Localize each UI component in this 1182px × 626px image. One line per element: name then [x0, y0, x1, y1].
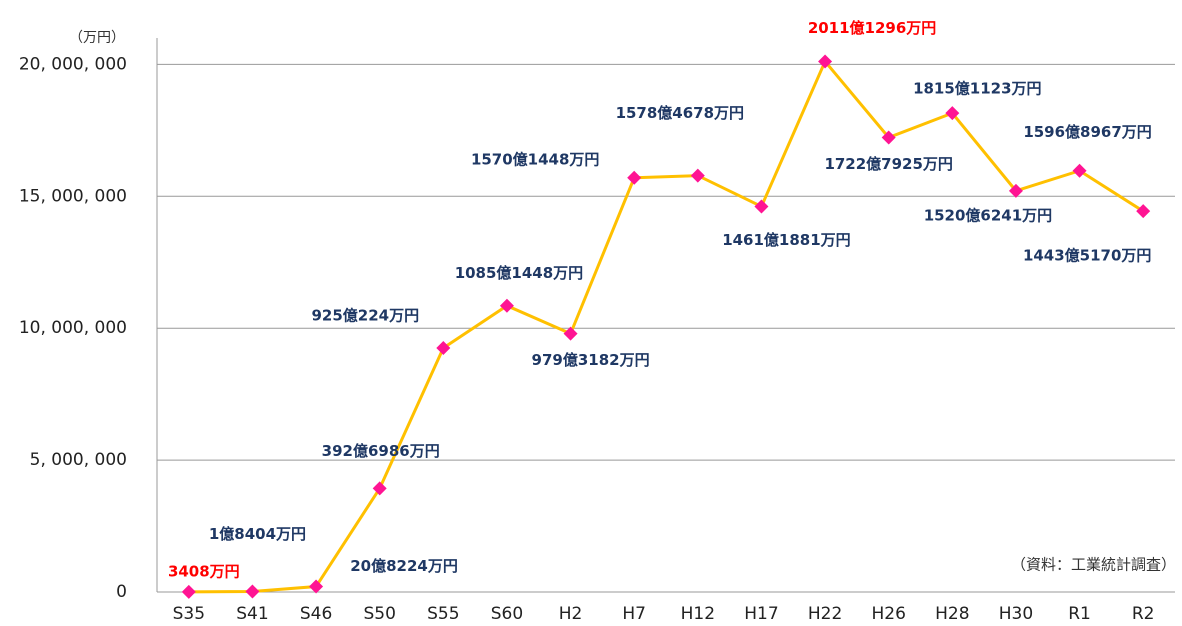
value-label: 20億8224万円: [350, 557, 458, 575]
data-point: [690, 168, 705, 183]
x-tick-label: H30: [999, 604, 1033, 624]
data-point: [1072, 163, 1087, 178]
value-label: 1443億5170万円: [1023, 247, 1152, 265]
data-point: [309, 579, 324, 594]
x-tick-label: S35: [173, 604, 205, 624]
x-tick-label: S55: [427, 604, 459, 624]
x-tick-label: S41: [236, 604, 268, 624]
x-tick-label: H28: [935, 604, 969, 624]
y-axis-label: （万円）: [69, 30, 125, 46]
data-point: [499, 298, 514, 313]
value-label: 1596億8967万円: [1023, 123, 1152, 141]
data-point: [181, 584, 196, 599]
x-tick-label: S46: [300, 604, 332, 624]
x-tick-label: H2: [559, 604, 583, 624]
data-point: [563, 326, 578, 341]
x-tick-label: R1: [1068, 604, 1091, 624]
value-label: 2011億1296万円: [808, 19, 937, 37]
value-label: 925億224万円: [312, 306, 420, 324]
value-label: 1722億7925万円: [824, 155, 953, 173]
data-point: [372, 481, 387, 496]
value-label: 1461億1881万円: [722, 231, 851, 249]
x-tick-label: R2: [1132, 604, 1155, 624]
value-label: 1520億6241万円: [924, 206, 1053, 224]
value-label: 1億8404万円: [209, 525, 306, 543]
data-point: [436, 340, 451, 355]
y-tick-label: 0: [116, 582, 127, 602]
x-tick-label: S50: [363, 604, 395, 624]
data-point: [245, 584, 260, 599]
x-tick-label: S60: [491, 604, 523, 624]
x-tick-label: H7: [622, 604, 646, 624]
data-line: [188, 58, 1144, 594]
data-point: [754, 199, 769, 214]
x-tick-label: H12: [681, 604, 715, 624]
x-tick-label: H17: [744, 604, 778, 624]
value-label: 1085億1448万円: [455, 264, 584, 282]
data-point: [818, 54, 833, 69]
value-label: 392億6986万円: [322, 442, 440, 460]
data-point: [881, 130, 896, 145]
value-label: 1815億1123万円: [913, 80, 1042, 98]
x-tick-label: H26: [871, 604, 905, 624]
data-point: [945, 106, 960, 121]
data-point: [627, 170, 642, 185]
y-tick-label: 5, 000, 000: [30, 450, 127, 470]
value-label: 979億3182万円: [532, 351, 650, 369]
source-note: （資料：工業統計調査）: [1011, 556, 1176, 574]
value-label: 1570億1448万円: [471, 150, 600, 168]
y-tick-label: 10, 000, 000: [19, 318, 127, 338]
y-tick-label: 15, 000, 000: [19, 186, 127, 206]
value-label: 1578億4678万円: [616, 104, 745, 122]
x-tick-label: H22: [808, 604, 842, 624]
data-point: [1136, 204, 1151, 219]
y-tick-label: 20, 000, 000: [19, 54, 127, 74]
value-label: 3408万円: [168, 562, 240, 580]
data-point: [1008, 183, 1023, 198]
